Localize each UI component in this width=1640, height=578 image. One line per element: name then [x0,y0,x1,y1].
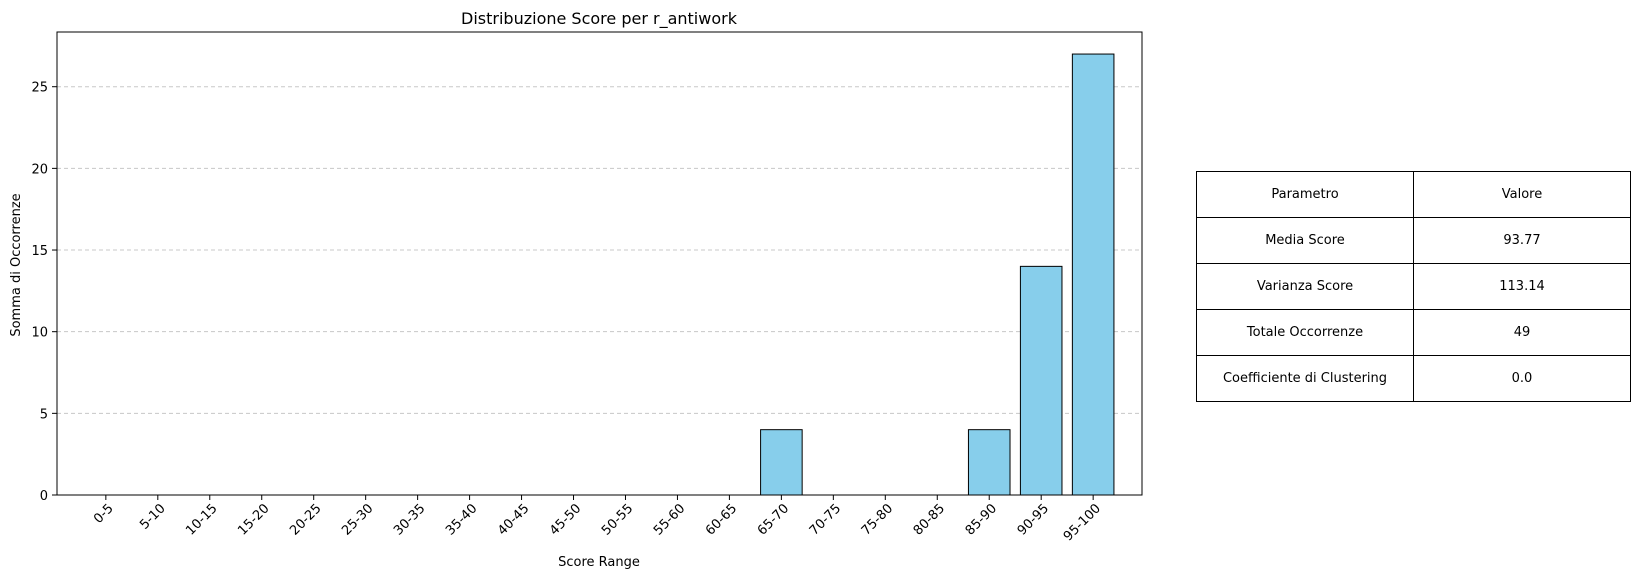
y-tick-label: 15 [31,244,48,259]
x-tick-label: 20-25 [287,501,324,538]
x-axis-ticks: 0-5 5-10 10-15 15-20 20-25 25-30 30-35 35-40 40-… [91,495,1104,544]
table-cell-parameter: Totale Occorrenze [1196,309,1414,356]
table-cell-value: 93.77 [1413,217,1631,264]
y-tick-label: 10 [31,326,48,341]
y-tick-label: 0 [40,489,48,504]
table-cell-parameter: Media Score [1196,217,1414,264]
table-row: Coefficiente di Clustering 0.0 [1196,355,1631,402]
x-tick-label: 15-20 [235,501,272,538]
y-axis-label: Somma di Occorrenze [9,193,24,336]
x-tick-label: 85-90 [963,501,1000,538]
table-cell-parameter: Coefficiente di Clustering [1196,355,1414,402]
table-row: Totale Occorrenze 49 [1196,309,1631,356]
x-tick-label: 75-80 [859,501,896,538]
table-cell-value: 0.0 [1413,355,1631,402]
x-tick-label: 65-70 [755,501,792,538]
x-axis-label: Score Range [558,555,640,570]
bar-65-70 [760,429,803,496]
grid-lines [57,86,1142,414]
x-tick-label: 90-95 [1015,501,1052,538]
stats-table: Parametro Valore Media Score 93.77 Varianza … [1196,171,1631,402]
x-tick-label: 70-75 [807,501,844,538]
x-tick-label: 35-40 [443,501,480,538]
x-tick-label: 95-100 [1061,501,1104,544]
table-cell-value: Valore [1413,171,1631,218]
x-tick-label: 50-55 [599,501,636,538]
plot-frame [56,31,1143,496]
x-tick-label: 45-50 [547,501,584,538]
chart-title: Distribuzione Score per r_antiwork [461,9,738,29]
x-tick-label: 0-5 [91,501,117,527]
bar-95-100 [1071,53,1115,496]
x-tick-label: 25-30 [339,501,376,538]
x-tick-label: 40-45 [495,501,532,538]
bar-85-90 [967,429,1011,496]
y-axis-ticks: 0 5 10 15 20 25 [31,81,57,504]
table-cell-parameter: Varianza Score [1196,263,1414,310]
y-tick-label: 25 [31,81,48,96]
table-cell-value: 113.14 [1413,263,1631,310]
x-tick-label: 10-15 [183,501,220,538]
y-tick-label: 20 [31,162,48,177]
table-cell-parameter: Parametro [1196,171,1414,218]
bar-90-95 [1019,265,1063,496]
x-tick-label: 5-10 [137,501,168,532]
bars [760,53,1115,496]
y-tick-label: 5 [40,407,48,422]
table-cell-value: 49 [1413,309,1631,356]
x-tick-label: 30-35 [391,501,428,538]
x-tick-label: 55-60 [651,501,688,538]
table-header-row: Parametro Valore [1196,171,1631,218]
x-tick-label: 60-65 [703,501,740,538]
table-row: Media Score 93.77 [1196,217,1631,264]
table-row: Varianza Score 113.14 [1196,263,1631,310]
x-tick-label: 80-85 [911,501,948,538]
